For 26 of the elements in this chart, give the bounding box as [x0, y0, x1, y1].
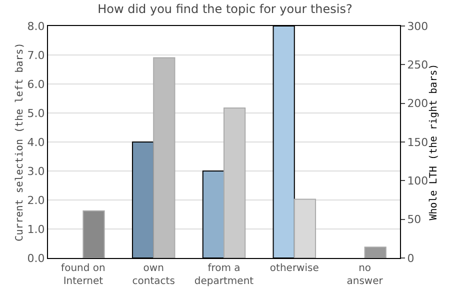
y-tick-label: 0.0	[27, 252, 45, 265]
y2-tick-label: 0	[407, 252, 414, 265]
y-tick-label: 5.0	[27, 106, 45, 120]
chart-title: How did you find the topic for your thesis?	[98, 2, 352, 16]
y-tick-label: 7.0	[27, 48, 45, 62]
y2-tick-label: 200	[407, 97, 428, 110]
y2-tick-label: 50	[407, 213, 422, 226]
y2-tick-label: 300	[407, 20, 428, 33]
x-tick-label: own contacts	[132, 263, 175, 287]
y-tick-label: 6.0	[27, 78, 45, 91]
x-tick-label: from a department	[194, 263, 254, 287]
y-axis-title: Current selection (the left bars)	[14, 42, 26, 242]
y-tick-label: 1.0	[27, 222, 45, 236]
x-tick-label: no answer	[346, 263, 384, 287]
y2-tick-label: 250	[407, 58, 428, 72]
y-tick-label: 3.0	[27, 164, 45, 178]
y2-axis-title: Whole LTH (the right bars)	[428, 64, 440, 220]
x-tick-label: otherwise	[270, 263, 319, 274]
bar	[82, 210, 105, 258]
y-tick-label: 4.0	[27, 136, 45, 149]
y2-tick-label: 100	[407, 174, 428, 188]
y-tick-label: 8.0	[27, 20, 45, 33]
x-tick-label: found on Internet	[61, 263, 106, 287]
y-tick-label: 2.0	[27, 194, 45, 207]
y2-tick-label: 150	[407, 136, 428, 149]
bar	[364, 246, 386, 258]
